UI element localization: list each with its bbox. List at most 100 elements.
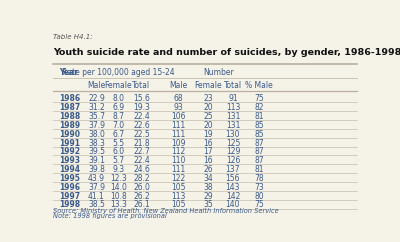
Text: 126: 126 bbox=[226, 156, 240, 165]
Text: 1992: 1992 bbox=[59, 147, 80, 156]
Text: 39.1: 39.1 bbox=[88, 156, 105, 165]
Text: 22.4: 22.4 bbox=[133, 156, 150, 165]
Text: 105: 105 bbox=[172, 183, 186, 192]
Text: 22.6: 22.6 bbox=[133, 121, 150, 130]
Text: 73: 73 bbox=[254, 183, 264, 192]
Text: Male: Male bbox=[87, 81, 106, 90]
Text: Year: Year bbox=[59, 68, 78, 77]
Text: Female: Female bbox=[104, 81, 132, 90]
Text: 78: 78 bbox=[254, 174, 264, 183]
Text: 25: 25 bbox=[203, 112, 213, 121]
Text: 1989: 1989 bbox=[59, 121, 80, 130]
Text: 130: 130 bbox=[226, 130, 240, 139]
Text: 26: 26 bbox=[203, 165, 213, 174]
Text: 20: 20 bbox=[203, 103, 213, 112]
Text: 156: 156 bbox=[226, 174, 240, 183]
Text: 39.5: 39.5 bbox=[88, 147, 105, 156]
Text: Note: 1998 figures are provisional: Note: 1998 figures are provisional bbox=[53, 213, 167, 219]
Text: 13.3: 13.3 bbox=[110, 200, 127, 210]
Text: 112: 112 bbox=[172, 147, 186, 156]
Text: 85: 85 bbox=[254, 130, 264, 139]
Text: 113: 113 bbox=[226, 103, 240, 112]
Text: 1986: 1986 bbox=[59, 94, 80, 103]
Text: 111: 111 bbox=[172, 130, 186, 139]
Text: Female: Female bbox=[194, 81, 222, 90]
Text: 1988: 1988 bbox=[59, 112, 80, 121]
Text: 8.7: 8.7 bbox=[112, 112, 124, 121]
Text: 38.5: 38.5 bbox=[88, 200, 105, 210]
Text: 22.4: 22.4 bbox=[133, 112, 150, 121]
Text: 122: 122 bbox=[172, 174, 186, 183]
Text: 142: 142 bbox=[226, 192, 240, 201]
Text: 24.6: 24.6 bbox=[133, 165, 150, 174]
Text: % Male: % Male bbox=[245, 81, 273, 90]
Text: 20: 20 bbox=[203, 121, 213, 130]
Text: 15.6: 15.6 bbox=[133, 94, 150, 103]
Text: 41.1: 41.1 bbox=[88, 192, 105, 201]
Text: 1993: 1993 bbox=[59, 156, 80, 165]
Text: 8.0: 8.0 bbox=[112, 94, 124, 103]
Text: 91: 91 bbox=[228, 94, 238, 103]
Text: 75: 75 bbox=[254, 200, 264, 210]
Text: 29: 29 bbox=[203, 192, 213, 201]
Text: 81: 81 bbox=[254, 165, 264, 174]
Text: 43.9: 43.9 bbox=[88, 174, 105, 183]
Text: 31.2: 31.2 bbox=[88, 103, 105, 112]
Text: 137: 137 bbox=[226, 165, 240, 174]
Text: 22.5: 22.5 bbox=[133, 130, 150, 139]
Text: 140: 140 bbox=[226, 200, 240, 210]
Text: 26.1: 26.1 bbox=[133, 200, 150, 210]
Text: 12.3: 12.3 bbox=[110, 174, 126, 183]
Text: 19: 19 bbox=[203, 130, 213, 139]
Text: 37.9: 37.9 bbox=[88, 183, 105, 192]
Text: 38.0: 38.0 bbox=[88, 130, 105, 139]
Text: 16: 16 bbox=[203, 138, 213, 148]
Text: 17: 17 bbox=[203, 147, 213, 156]
Text: 22.7: 22.7 bbox=[133, 147, 150, 156]
Text: 87: 87 bbox=[254, 138, 264, 148]
Text: 19.3: 19.3 bbox=[133, 103, 150, 112]
Text: 1997: 1997 bbox=[59, 192, 80, 201]
Text: 6.7: 6.7 bbox=[112, 130, 124, 139]
Text: 68: 68 bbox=[174, 94, 184, 103]
Text: Rate per 100,000 aged 15-24: Rate per 100,000 aged 15-24 bbox=[62, 68, 174, 77]
Text: 131: 131 bbox=[226, 112, 240, 121]
Text: 37.9: 37.9 bbox=[88, 121, 105, 130]
Text: 75: 75 bbox=[254, 94, 264, 103]
Text: 105: 105 bbox=[172, 200, 186, 210]
Text: 38: 38 bbox=[203, 183, 213, 192]
Text: 1987: 1987 bbox=[59, 103, 80, 112]
Text: Number: Number bbox=[204, 68, 234, 77]
Text: 111: 111 bbox=[172, 121, 186, 130]
Text: 87: 87 bbox=[254, 156, 264, 165]
Text: 1998: 1998 bbox=[59, 200, 80, 210]
Text: Youth suicide rate and number of suicides, by gender, 1986-1998: Youth suicide rate and number of suicide… bbox=[53, 48, 400, 57]
Text: 85: 85 bbox=[254, 121, 264, 130]
Text: 6.0: 6.0 bbox=[112, 147, 124, 156]
Text: 26.2: 26.2 bbox=[133, 192, 150, 201]
Text: 1995: 1995 bbox=[59, 174, 80, 183]
Text: 14.0: 14.0 bbox=[110, 183, 127, 192]
Text: Total: Total bbox=[224, 81, 242, 90]
Text: 26.0: 26.0 bbox=[133, 183, 150, 192]
Text: Male: Male bbox=[170, 81, 188, 90]
Text: 93: 93 bbox=[174, 103, 184, 112]
Text: 131: 131 bbox=[226, 121, 240, 130]
Text: 38.3: 38.3 bbox=[88, 138, 105, 148]
Text: 22.9: 22.9 bbox=[88, 94, 105, 103]
Text: 35: 35 bbox=[203, 200, 213, 210]
Text: 9.3: 9.3 bbox=[112, 165, 124, 174]
Text: Source: Ministry of Health, New Zealand Health Information Service: Source: Ministry of Health, New Zealand … bbox=[53, 208, 279, 214]
Text: 87: 87 bbox=[254, 147, 264, 156]
Text: 1994: 1994 bbox=[59, 165, 80, 174]
Text: 82: 82 bbox=[254, 103, 264, 112]
Text: 7.0: 7.0 bbox=[112, 121, 124, 130]
Text: Total: Total bbox=[132, 81, 150, 90]
Text: 1991: 1991 bbox=[59, 138, 80, 148]
Text: 5.7: 5.7 bbox=[112, 156, 124, 165]
Text: 16: 16 bbox=[203, 156, 213, 165]
Text: 143: 143 bbox=[226, 183, 240, 192]
Text: 110: 110 bbox=[172, 156, 186, 165]
Text: 10.8: 10.8 bbox=[110, 192, 126, 201]
Text: 34: 34 bbox=[203, 174, 213, 183]
